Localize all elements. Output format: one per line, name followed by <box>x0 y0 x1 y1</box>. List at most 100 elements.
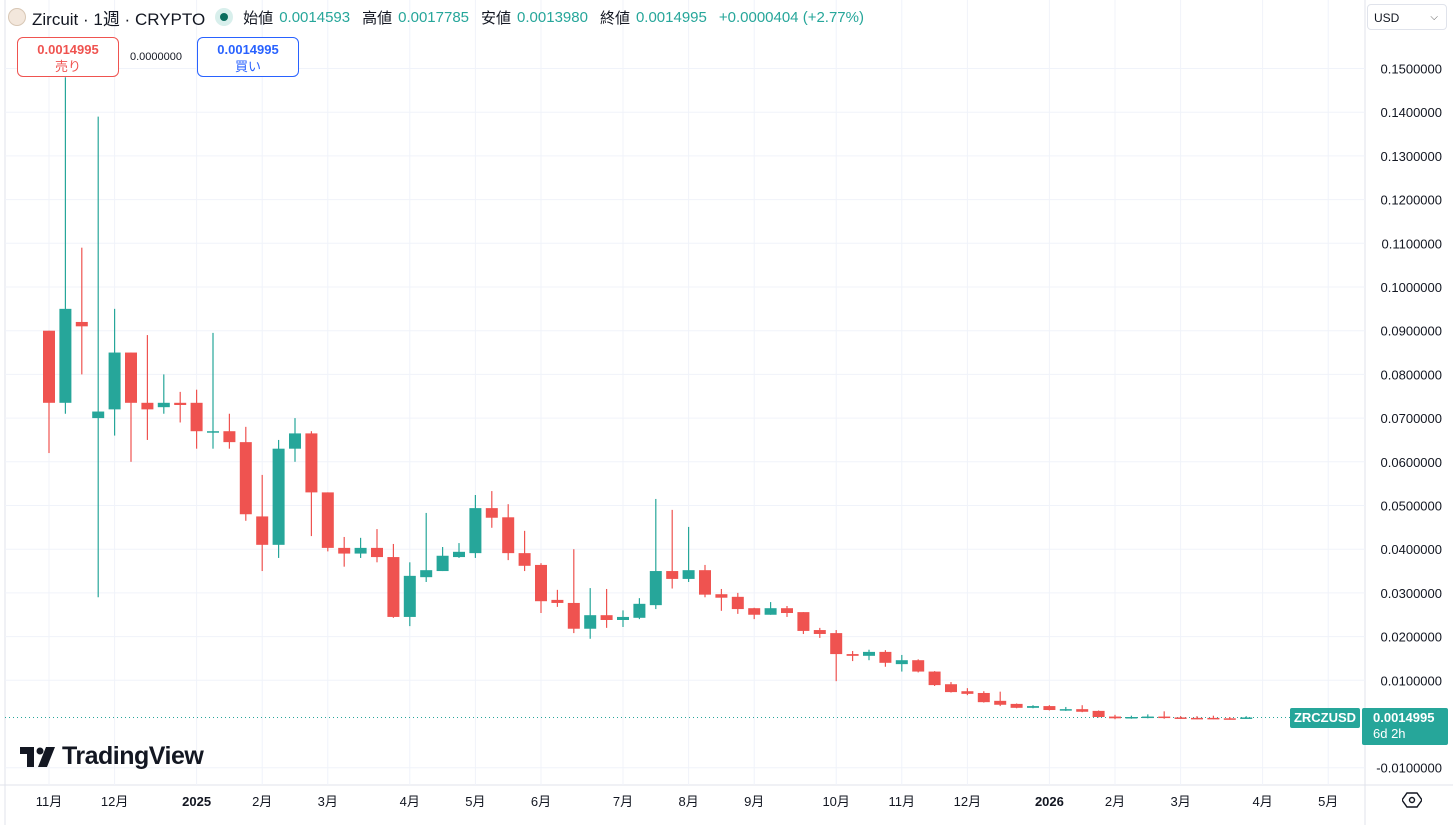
candle-body <box>207 431 219 433</box>
last-price-label: 0.0014995 6d 2h <box>1362 708 1448 745</box>
candle-body <box>879 651 892 663</box>
y-tick-label: 0.1200000 <box>1381 193 1442 208</box>
candle-body <box>1059 709 1072 711</box>
candle-body <box>108 352 121 410</box>
candle-body <box>272 448 285 545</box>
close-label: 終値 <box>599 9 630 27</box>
candle-body <box>551 599 564 603</box>
candle-body <box>75 321 88 327</box>
candle-body <box>1207 717 1220 720</box>
candle-body <box>1125 717 1138 719</box>
candle-body <box>830 633 843 655</box>
y-tick-label: 0.0600000 <box>1381 455 1442 470</box>
symbol-title[interactable]: Zircuit · 1週 · CRYPTO <box>32 9 206 29</box>
x-tick-label: 5月 <box>1318 794 1338 809</box>
x-tick-label: 3月 <box>1170 794 1190 809</box>
settings-icon[interactable] <box>1402 790 1422 810</box>
candle-body <box>453 551 465 558</box>
candle-body <box>699 570 711 595</box>
candle-body <box>338 547 351 554</box>
y-tick-label: 0.1500000 <box>1381 62 1442 77</box>
open-label: 始値 <box>243 9 274 27</box>
y-tick-label: 0.0800000 <box>1381 367 1442 382</box>
chevron-down-icon: ⌵ <box>1430 12 1438 23</box>
logo-text: TradingView <box>62 742 204 770</box>
open-value: 0.0014593 <box>279 8 351 26</box>
sell-price: 0.0014995 <box>37 42 99 57</box>
candle-body <box>1010 703 1023 708</box>
low-value: 0.0013980 <box>517 8 588 26</box>
spread-value: 0.0000000 <box>130 51 182 63</box>
candle-body <box>1240 717 1253 719</box>
x-tick-label: 4月 <box>1252 794 1272 809</box>
candle-body <box>420 570 433 578</box>
candle-body <box>1191 717 1203 720</box>
candle-body <box>1027 706 1039 708</box>
candle-body <box>797 612 810 631</box>
buy-price: 0.0014995 <box>217 42 279 57</box>
y-tick-label: 0.1000000 <box>1381 280 1442 295</box>
y-tick-label: 0.0900000 <box>1381 324 1442 339</box>
candle-body <box>895 660 908 665</box>
candle-body <box>567 602 580 629</box>
candle-body <box>1158 716 1171 719</box>
tradingview-logo[interactable]: TradingView <box>20 742 204 771</box>
candle-body <box>994 700 1007 705</box>
candle-body <box>977 692 990 703</box>
y-tick-label: 0.0100000 <box>1381 673 1442 688</box>
candle-body <box>715 594 728 598</box>
buy-button[interactable]: 0.0014995 買い <box>197 37 299 77</box>
candle-body <box>305 433 318 493</box>
candle-body <box>403 575 416 617</box>
y-tick-label: 0.0500000 <box>1381 499 1442 514</box>
candle-body <box>92 411 105 419</box>
symbol-price-label: ZRCZUSD <box>1290 708 1360 728</box>
candle-body <box>928 671 941 686</box>
zircuit-logo-icon <box>8 8 26 26</box>
sell-button[interactable]: 0.0014995 売り <box>17 37 119 77</box>
high-value: 0.0017785 <box>398 8 470 26</box>
market-status-icon[interactable] <box>215 8 234 26</box>
candle-body <box>748 608 761 615</box>
candle-body <box>764 608 777 615</box>
x-tick-label: 10月 <box>822 794 849 809</box>
y-tick-label: -0.0100000 <box>1376 761 1442 776</box>
candle-body <box>141 402 154 410</box>
candle-body <box>469 508 482 554</box>
candle-body <box>781 608 793 614</box>
candle-body <box>436 555 449 572</box>
y-tick-label: 0.0400000 <box>1381 542 1442 557</box>
candle-body <box>846 654 859 656</box>
candle-body <box>617 616 629 620</box>
change-value: +0.0000404 (+2.77%) <box>718 8 864 26</box>
candle-body <box>59 308 72 403</box>
currency-value: USD <box>1374 11 1400 25</box>
x-tick-label: 12月 <box>954 794 981 809</box>
candle-body <box>912 660 925 672</box>
last-price-value: 0.0014995 <box>1373 710 1435 725</box>
x-tick-label: 11月 <box>36 794 63 809</box>
candle-body <box>666 571 679 579</box>
candle-body <box>961 691 974 694</box>
currency-selector[interactable]: USD ⌵ <box>1367 4 1447 30</box>
candle-body <box>174 402 187 405</box>
x-tick-label: 5月 <box>465 794 485 809</box>
candle-body <box>1092 710 1105 718</box>
candle-body <box>863 651 875 656</box>
x-tick-label: 4月 <box>400 794 420 809</box>
buy-label: 買い <box>234 59 261 74</box>
x-tick-label: 7月 <box>613 794 633 809</box>
x-tick-label: 2025 <box>182 794 211 809</box>
candle-body <box>321 492 334 548</box>
candle-body <box>354 547 367 554</box>
candle-body <box>1043 706 1056 711</box>
candle-body <box>256 516 269 545</box>
y-tick-label: 0.0700000 <box>1381 411 1442 426</box>
candle-body <box>633 603 646 618</box>
sell-label: 売り <box>54 59 81 74</box>
candle-body <box>289 433 301 449</box>
tradingview-logo-icon <box>20 746 55 767</box>
candle-body <box>649 571 662 606</box>
y-tick-label: 0.1400000 <box>1381 105 1442 120</box>
